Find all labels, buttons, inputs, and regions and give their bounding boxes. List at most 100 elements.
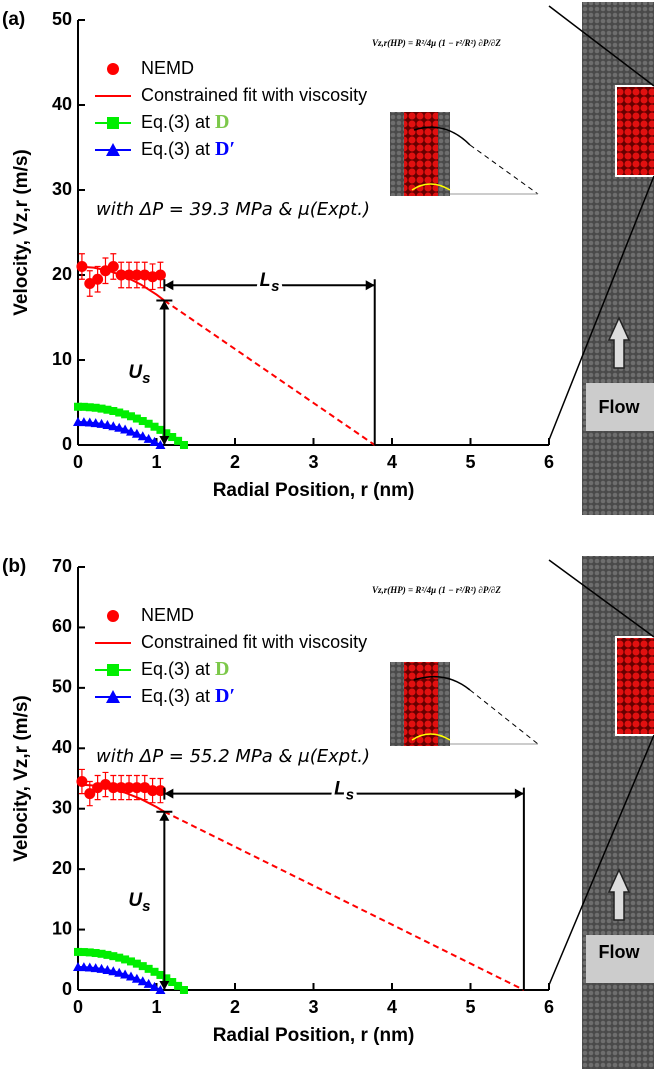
data-point <box>108 421 119 431</box>
data-point <box>149 436 160 446</box>
data-point <box>174 436 183 445</box>
flow-label: Flow <box>599 942 641 962</box>
data-point <box>121 955 130 964</box>
data-point <box>114 967 125 977</box>
data-point <box>123 782 135 794</box>
data-point <box>150 967 159 976</box>
y-tick-label: 0 <box>62 979 72 999</box>
arrow-head <box>159 436 170 445</box>
legend-label: Constrained fit with viscosity <box>141 632 367 652</box>
extrapolation-line <box>163 810 525 991</box>
formula: Vz,r(HP) = R²/4μ (1 − r²/R²) ∂P/∂Z <box>372 585 501 595</box>
data-point <box>109 952 118 961</box>
x-tick-label: 6 <box>544 452 554 472</box>
data-point <box>154 785 166 797</box>
arrow-head <box>159 981 170 990</box>
y-tick-label: 60 <box>52 616 72 636</box>
data-point <box>143 978 154 988</box>
data-point <box>79 402 88 411</box>
legend-marker <box>106 143 120 156</box>
data-point <box>121 410 130 419</box>
data-point <box>162 429 171 438</box>
data-point <box>115 953 124 962</box>
x-tick-label: 1 <box>151 452 161 472</box>
flow-label: Flow <box>599 397 641 417</box>
data-point <box>109 407 118 415</box>
data-point <box>156 970 165 979</box>
data-point <box>91 403 100 412</box>
data-point <box>126 412 135 421</box>
y-tick-label: 10 <box>52 349 72 369</box>
data-point <box>103 405 112 414</box>
data-point <box>132 414 141 423</box>
arrow-head <box>164 788 174 799</box>
legend-marker <box>107 63 119 75</box>
y-tick-label: 30 <box>52 179 72 199</box>
data-point <box>132 959 141 968</box>
data-point <box>131 782 143 794</box>
data-point <box>137 431 148 441</box>
data-point <box>91 949 100 958</box>
data-point <box>168 978 177 987</box>
data-point <box>143 433 154 443</box>
legend-marker <box>107 664 119 676</box>
y-axis-label: Velocity, Vz,r (m/s) <box>11 149 32 315</box>
legend-marker <box>106 690 120 703</box>
y-tick-label: 70 <box>52 556 72 576</box>
annotation: with ΔP = 39.3 MPa & μ(Expt.) <box>96 199 370 220</box>
formula: Vz,r(HP) = R²/4μ (1 − r²/R²) ∂P/∂Z <box>372 38 501 48</box>
legend-label: NEMD <box>141 58 194 78</box>
data-point <box>79 948 88 957</box>
legend-label: Eq.(3) at D′ <box>141 138 235 160</box>
data-point <box>74 402 82 411</box>
legend-marker <box>107 610 119 622</box>
data-point <box>155 440 166 449</box>
inset-image <box>390 112 539 196</box>
data-point <box>74 947 82 956</box>
x-tick-label: 0 <box>73 452 83 472</box>
data-point <box>155 985 166 994</box>
x-tick-label: 1 <box>151 997 161 1017</box>
data-point <box>162 974 171 983</box>
x-tick-label: 4 <box>387 452 397 472</box>
series-line <box>77 265 165 302</box>
data-point <box>131 428 142 438</box>
data-point <box>174 981 183 990</box>
data-point <box>96 418 107 428</box>
data-point <box>114 422 125 432</box>
data-point <box>84 788 96 800</box>
x-axis-label: Radial Position, r (nm) <box>213 480 415 501</box>
series-line <box>77 783 165 813</box>
x-tick-label: 2 <box>230 452 240 472</box>
data-point <box>126 957 135 966</box>
x-tick-label: 5 <box>465 997 475 1017</box>
data-point <box>149 981 160 991</box>
x-tick-label: 4 <box>387 997 397 1017</box>
data-point <box>131 269 143 281</box>
legend-label: Eq.(3) at D′ <box>141 685 235 707</box>
x-axis-label: Radial Position, r (nm) <box>213 1025 415 1046</box>
y-tick-label: 20 <box>52 264 72 284</box>
data-point <box>144 419 153 428</box>
data-point <box>125 426 136 436</box>
x-tick-label: 3 <box>308 997 318 1017</box>
y-tick-label: 40 <box>52 94 72 114</box>
data-point <box>97 404 106 413</box>
slip-velocity-label: Us <box>128 362 150 387</box>
slip-length-label: Ls <box>260 270 280 295</box>
y-tick-label: 20 <box>52 858 72 878</box>
data-point <box>102 419 113 429</box>
y-tick-label: 40 <box>52 737 72 757</box>
y-axis-label: Velocity, Vz,r (m/s) <box>11 695 32 861</box>
legend-label: Eq.(3) at D <box>141 111 229 133</box>
slip-length-label: Ls <box>334 779 354 804</box>
y-tick-label: 50 <box>52 677 72 697</box>
slip-velocity-label: Us <box>128 890 150 915</box>
legend-label: Constrained fit with viscosity <box>141 85 367 105</box>
tube-image <box>548 2 654 515</box>
legend-label: Eq.(3) at D <box>141 658 229 680</box>
data-point <box>97 949 106 958</box>
arrow-head <box>164 280 174 291</box>
data-point <box>147 785 159 797</box>
